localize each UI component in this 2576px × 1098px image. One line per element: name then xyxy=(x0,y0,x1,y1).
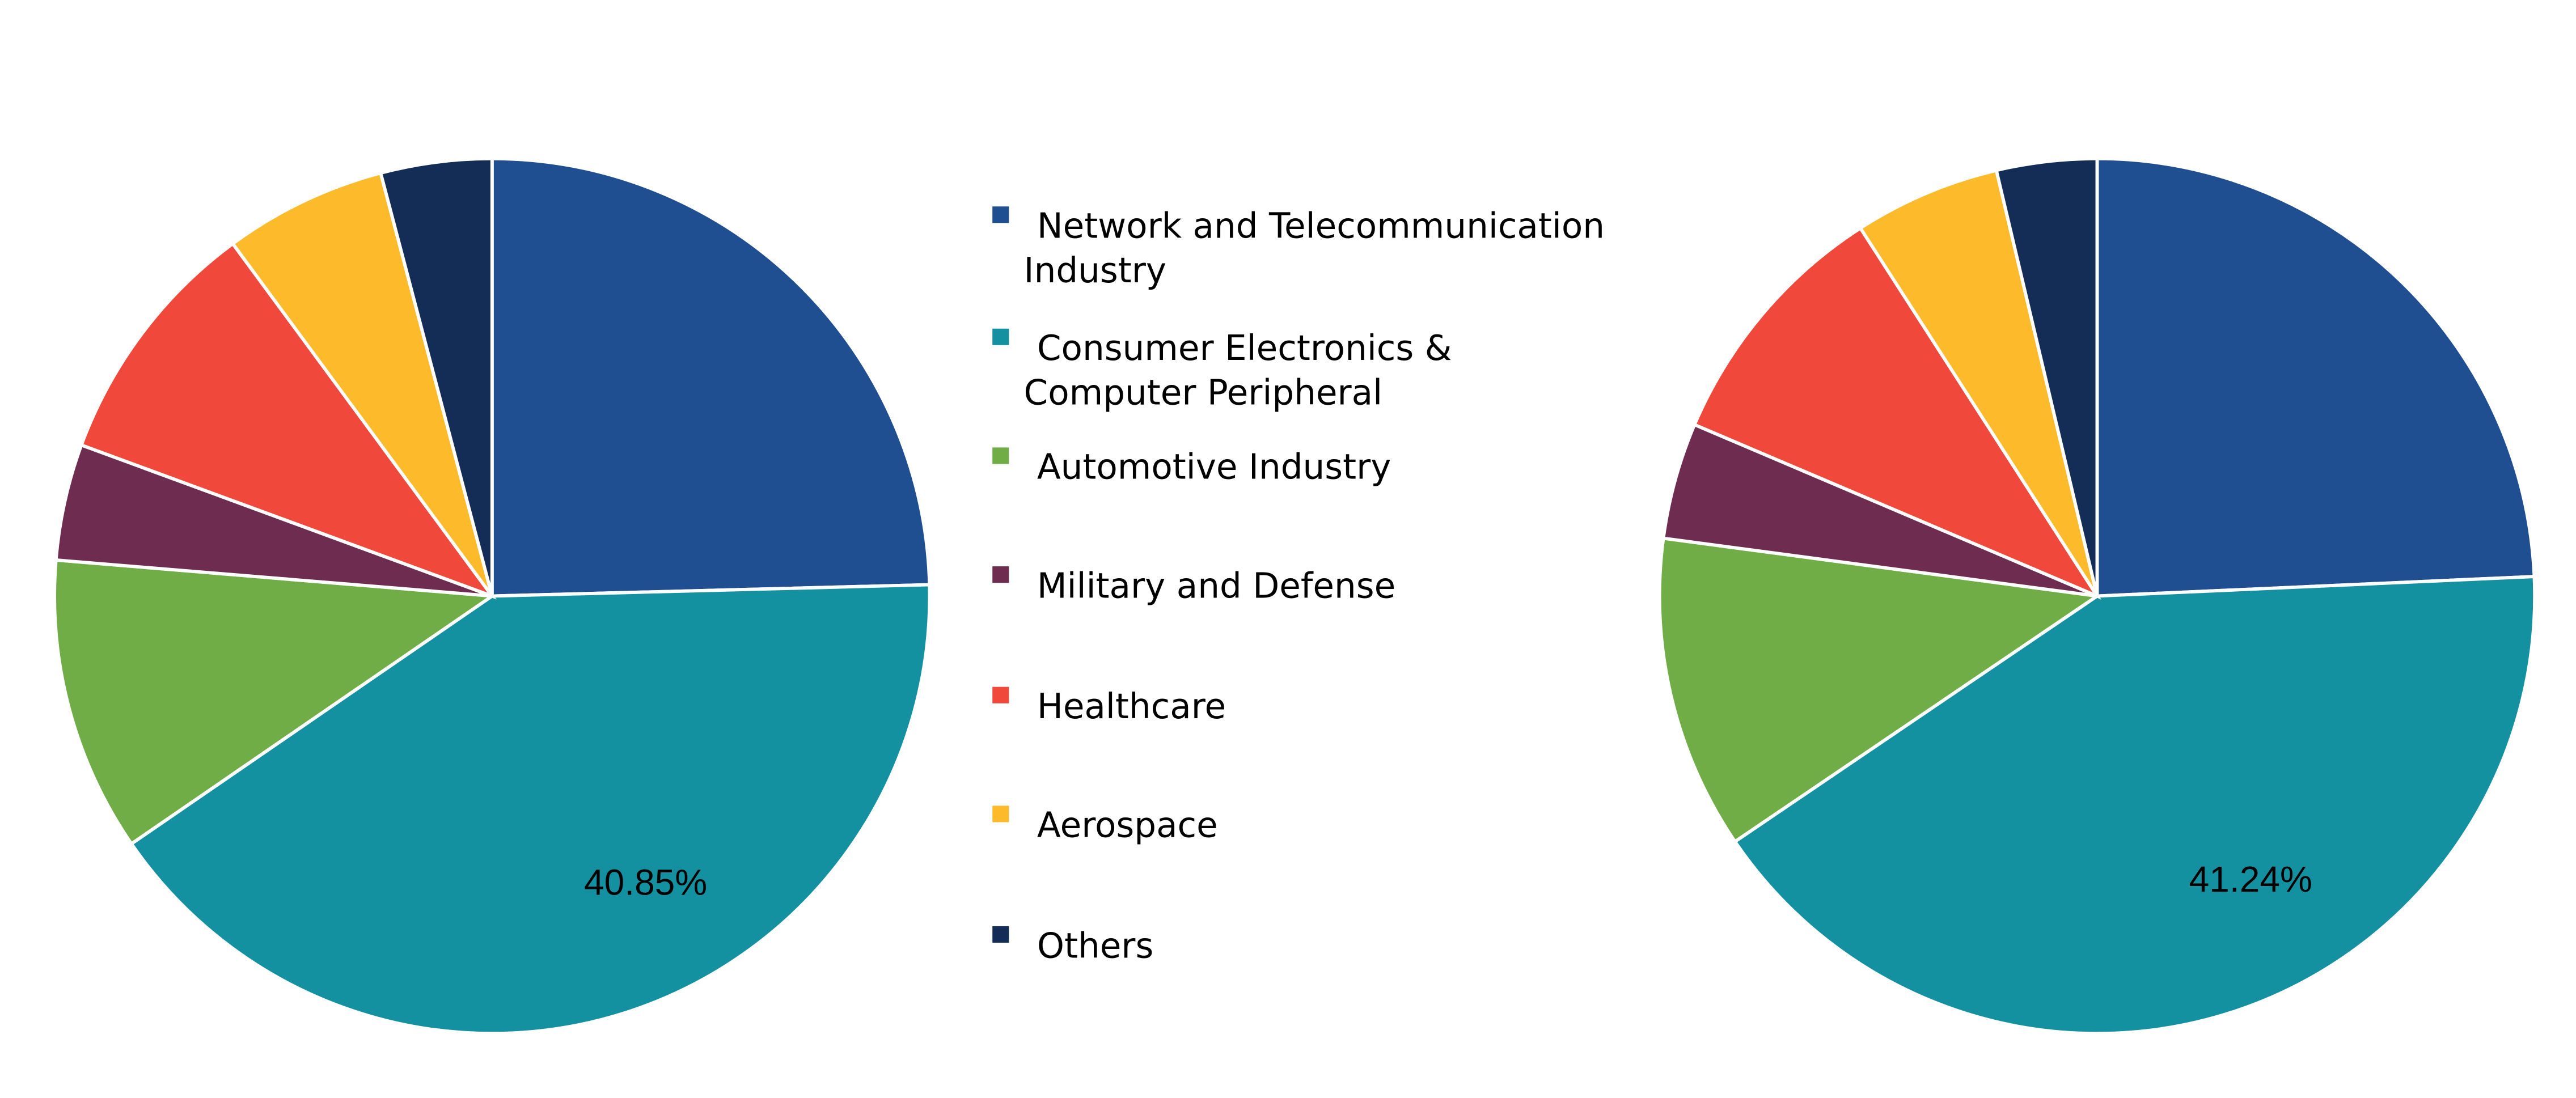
pie-slice-military-and-defense xyxy=(1661,422,2098,598)
legend-label: Military and Defense xyxy=(1037,566,1395,606)
pie-slice-consumer-electronics-computer-peripheral xyxy=(129,583,932,1036)
legend-label: Computer Peripheral xyxy=(1024,373,1383,413)
legend-swatch xyxy=(992,206,1009,223)
pie-slice-aerospace xyxy=(230,171,494,597)
legend-swatch xyxy=(992,566,1009,583)
pie-slice-military-and-defense xyxy=(54,443,493,598)
pie-slice-network-and-telecommunication-industry xyxy=(2095,156,2536,598)
pie-slice-automotive-industry xyxy=(1657,536,2102,844)
pie-slice-others xyxy=(378,156,494,597)
pie-slice-network-and-telecommunication-industry xyxy=(490,156,932,598)
pie-slice-aerospace xyxy=(1858,168,2099,597)
legend-swatch xyxy=(992,328,1009,345)
legend-item: Automotive Industry xyxy=(992,447,1391,487)
legend-swatch xyxy=(992,447,1009,464)
legend-label: Industry xyxy=(1024,251,1167,291)
legend-label: Healthcare xyxy=(1037,686,1226,727)
legend-item: Aerospace xyxy=(992,806,1218,846)
pie-slice-healthcare xyxy=(1692,226,2102,600)
pie-slice-consumer-electronics-computer-peripheral xyxy=(1732,575,2537,1036)
pie-slice-automotive-industry xyxy=(53,558,497,846)
legend-label: Network and Telecommunication xyxy=(1037,206,1605,247)
pie-slice-others xyxy=(1994,156,2099,597)
data-label: 40.85% xyxy=(584,862,707,903)
legend-label: Automotive Industry xyxy=(1037,447,1391,487)
legend-item: Healthcare xyxy=(992,686,1226,727)
legend-swatch xyxy=(992,926,1009,943)
legend-item: Others xyxy=(992,926,1153,966)
pie-chart-1: 40.85% xyxy=(53,156,932,1036)
legend-label: Aerospace xyxy=(1037,806,1218,846)
data-label: 41.24% xyxy=(2189,859,2312,900)
pie-chart-2: 41.24% xyxy=(1657,156,2537,1036)
legend-label: Others xyxy=(1037,926,1153,966)
legend-label: Consumer Electronics & xyxy=(1037,328,1452,368)
legend-item: Military and Defense xyxy=(992,566,1395,606)
legend-item: Consumer Electronics & Computer Periphera… xyxy=(992,328,1452,413)
legend-swatch xyxy=(992,686,1009,703)
pie-slice-healthcare xyxy=(79,241,497,600)
legend-swatch xyxy=(992,806,1009,823)
